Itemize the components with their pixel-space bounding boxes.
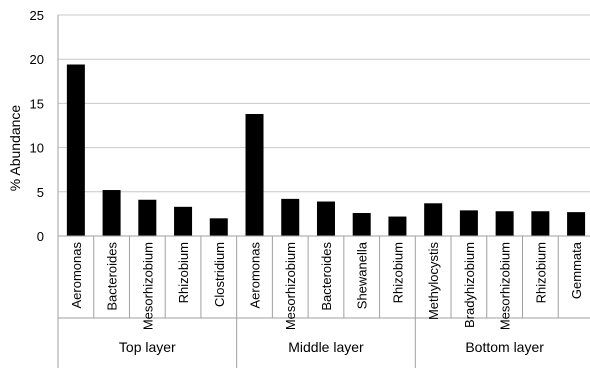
- x-axis: [57, 15, 590, 368]
- category-label: Shewanella: [355, 241, 370, 309]
- category-label: Mesorhizobium: [498, 242, 513, 330]
- category-label: Rhizobium: [533, 242, 548, 303]
- grid-lines: [58, 14, 590, 193]
- bar: [281, 198, 300, 236]
- bar: [138, 199, 157, 236]
- bar: [102, 190, 121, 236]
- bar: [424, 203, 443, 236]
- bar: [174, 206, 193, 236]
- bar: [245, 114, 264, 236]
- category-label: Clostridium: [212, 242, 227, 307]
- bar: [352, 213, 371, 236]
- bar: [388, 216, 407, 236]
- category-label: Bacteroides: [319, 242, 334, 311]
- bars: [66, 64, 586, 236]
- category-label: Aeromonas: [248, 242, 263, 309]
- bar: [531, 211, 550, 236]
- bar: [66, 64, 85, 236]
- y-tick-label: 15: [30, 96, 44, 111]
- bar: [459, 210, 478, 236]
- bar: [316, 201, 335, 236]
- group-label: Top layer: [119, 339, 176, 355]
- category-label: Rhizobium: [390, 242, 405, 303]
- category-label: Aeromonas: [69, 242, 84, 309]
- group-label: Bottom layer: [465, 339, 544, 355]
- y-tick-label: 5: [37, 185, 44, 200]
- bar: [567, 212, 586, 236]
- y-tick-label: 10: [30, 141, 44, 156]
- y-axis-ticks: 0 5 10 15 20 25: [30, 8, 44, 244]
- category-label: Bradyhizobium: [462, 242, 477, 328]
- y-tick-label: 0: [37, 229, 44, 244]
- category-label: Mesorhizobium: [283, 242, 298, 330]
- category-label: Methylocystis: [426, 242, 441, 321]
- category-labels: Aeromonas Bacteroides Mesorhizobium Rhizobi…: [69, 241, 584, 330]
- y-tick-label: 25: [30, 8, 44, 23]
- bar: [495, 211, 514, 236]
- y-axis-title: % Abundance: [7, 105, 23, 192]
- y-tick-label: 20: [30, 52, 44, 67]
- category-label: Mesorhizobium: [140, 242, 155, 330]
- group-label: Middle layer: [288, 339, 364, 355]
- group-labels: Top layer Middle layer Bottom layer: [119, 339, 544, 355]
- category-label: Gemmata: [569, 241, 584, 299]
- bar: [209, 218, 228, 236]
- category-label: Bacteroides: [105, 242, 120, 311]
- category-label: Rhizobium: [176, 242, 191, 303]
